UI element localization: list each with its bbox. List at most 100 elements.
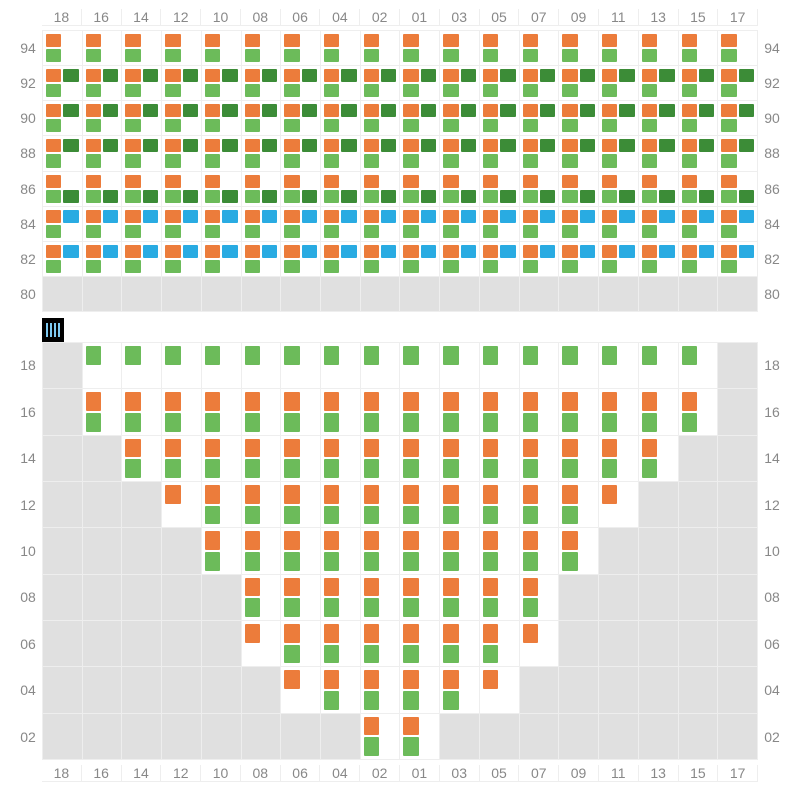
seat-cell[interactable] xyxy=(480,172,520,207)
seat-cell[interactable] xyxy=(83,343,123,389)
seat-cell[interactable] xyxy=(559,528,599,574)
seat-cell[interactable] xyxy=(321,621,361,667)
seat-cell[interactable] xyxy=(281,528,321,574)
seat-cell[interactable] xyxy=(639,172,679,207)
seat-cell[interactable] xyxy=(599,172,639,207)
seat-cell[interactable] xyxy=(242,343,282,389)
seat-cell[interactable] xyxy=(718,136,758,171)
seat-cell[interactable] xyxy=(559,172,599,207)
seat-cell[interactable] xyxy=(559,101,599,136)
seat-cell[interactable] xyxy=(718,242,758,277)
seat-cell[interactable] xyxy=(440,621,480,667)
seat-cell[interactable] xyxy=(281,436,321,482)
seat-cell[interactable] xyxy=(321,389,361,435)
seat-cell[interactable] xyxy=(400,482,440,528)
seat-cell[interactable] xyxy=(83,389,123,435)
seat-cell[interactable] xyxy=(520,101,560,136)
seat-cell[interactable] xyxy=(520,31,560,66)
seat-cell[interactable] xyxy=(321,101,361,136)
seat-cell[interactable] xyxy=(43,172,83,207)
seat-cell[interactable] xyxy=(599,31,639,66)
seat-cell[interactable] xyxy=(162,136,202,171)
seat-cell[interactable] xyxy=(520,343,560,389)
seat-cell[interactable] xyxy=(440,667,480,713)
seat-cell[interactable] xyxy=(43,207,83,242)
seat-cell[interactable] xyxy=(520,207,560,242)
seat-cell[interactable] xyxy=(440,343,480,389)
seat-cell[interactable] xyxy=(440,528,480,574)
seat-cell[interactable] xyxy=(559,389,599,435)
seat-cell[interactable] xyxy=(559,31,599,66)
seat-cell[interactable] xyxy=(43,66,83,101)
seat-cell[interactable] xyxy=(281,343,321,389)
seat-cell[interactable] xyxy=(639,389,679,435)
seat-cell[interactable] xyxy=(639,136,679,171)
seat-cell[interactable] xyxy=(162,172,202,207)
seat-cell[interactable] xyxy=(679,101,719,136)
seat-cell[interactable] xyxy=(559,136,599,171)
seat-cell[interactable] xyxy=(480,207,520,242)
seat-cell[interactable] xyxy=(83,172,123,207)
seat-cell[interactable] xyxy=(122,207,162,242)
seat-cell[interactable] xyxy=(639,242,679,277)
seat-cell[interactable] xyxy=(440,136,480,171)
seat-cell[interactable] xyxy=(162,31,202,66)
seat-cell[interactable] xyxy=(202,242,242,277)
seat-cell[interactable] xyxy=(400,667,440,713)
seat-cell[interactable] xyxy=(480,343,520,389)
seat-cell[interactable] xyxy=(242,31,282,66)
seat-cell[interactable] xyxy=(679,136,719,171)
seat-cell[interactable] xyxy=(400,66,440,101)
seat-cell[interactable] xyxy=(321,575,361,621)
seat-cell[interactable] xyxy=(480,667,520,713)
seat-cell[interactable] xyxy=(281,101,321,136)
seat-cell[interactable] xyxy=(440,101,480,136)
seat-cell[interactable] xyxy=(400,389,440,435)
seat-cell[interactable] xyxy=(400,101,440,136)
seat-cell[interactable] xyxy=(361,172,401,207)
seat-cell[interactable] xyxy=(361,482,401,528)
seat-cell[interactable] xyxy=(599,136,639,171)
seat-cell[interactable] xyxy=(361,242,401,277)
seat-cell[interactable] xyxy=(281,66,321,101)
seat-cell[interactable] xyxy=(321,482,361,528)
seat-cell[interactable] xyxy=(440,172,480,207)
seat-cell[interactable] xyxy=(162,66,202,101)
seat-cell[interactable] xyxy=(400,343,440,389)
seat-cell[interactable] xyxy=(480,389,520,435)
seat-cell[interactable] xyxy=(400,207,440,242)
seat-cell[interactable] xyxy=(679,242,719,277)
seat-cell[interactable] xyxy=(400,528,440,574)
seat-cell[interactable] xyxy=(400,714,440,760)
seat-cell[interactable] xyxy=(83,136,123,171)
seat-cell[interactable] xyxy=(162,242,202,277)
seat-cell[interactable] xyxy=(281,667,321,713)
seat-cell[interactable] xyxy=(122,343,162,389)
seat-cell[interactable] xyxy=(321,136,361,171)
seat-cell[interactable] xyxy=(321,66,361,101)
seat-cell[interactable] xyxy=(122,136,162,171)
seat-cell[interactable] xyxy=(242,482,282,528)
seat-cell[interactable] xyxy=(242,389,282,435)
seat-cell[interactable] xyxy=(162,389,202,435)
seat-cell[interactable] xyxy=(520,66,560,101)
seat-cell[interactable] xyxy=(480,575,520,621)
seat-cell[interactable] xyxy=(162,207,202,242)
seat-cell[interactable] xyxy=(400,242,440,277)
seat-cell[interactable] xyxy=(361,389,401,435)
seat-cell[interactable] xyxy=(162,482,202,528)
seat-cell[interactable] xyxy=(162,101,202,136)
seat-cell[interactable] xyxy=(639,31,679,66)
seat-cell[interactable] xyxy=(281,136,321,171)
seat-cell[interactable] xyxy=(480,136,520,171)
seat-cell[interactable] xyxy=(679,343,719,389)
seat-cell[interactable] xyxy=(83,66,123,101)
seat-cell[interactable] xyxy=(480,31,520,66)
seat-cell[interactable] xyxy=(599,207,639,242)
seat-cell[interactable] xyxy=(242,136,282,171)
seat-cell[interactable] xyxy=(679,66,719,101)
seat-cell[interactable] xyxy=(639,66,679,101)
seat-cell[interactable] xyxy=(559,482,599,528)
seat-cell[interactable] xyxy=(520,482,560,528)
seat-cell[interactable] xyxy=(321,242,361,277)
